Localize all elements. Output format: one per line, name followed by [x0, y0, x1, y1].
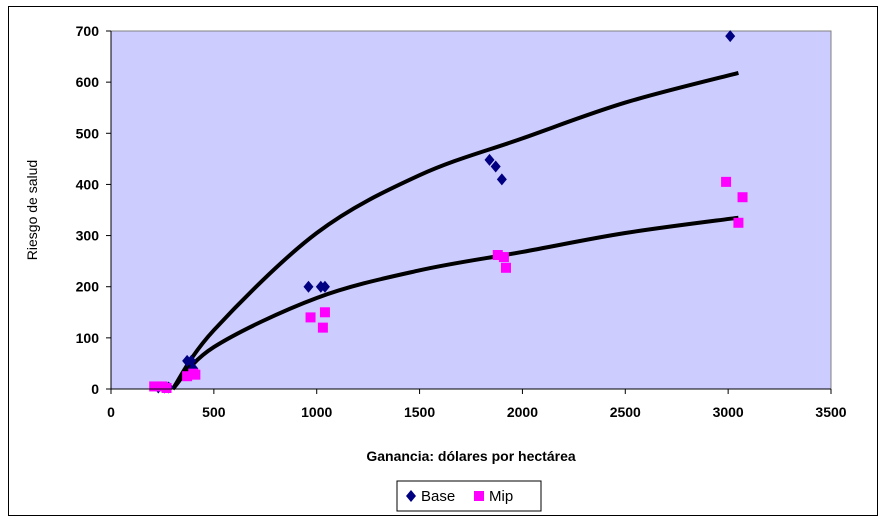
x-tick-label: 2500: [610, 404, 641, 420]
x-tick-label: 0: [107, 404, 115, 420]
tick-labels: 0 100 200 300 400 500 600 700 0 500 1000 1500 2000 25…: [76, 23, 847, 420]
y-tick-label: 100: [76, 330, 100, 346]
point-base: [303, 280, 314, 293]
x-tick-label: 500: [202, 404, 226, 420]
point-mip: [721, 176, 732, 187]
y-axis-title: Riesgo de salud: [24, 160, 40, 260]
y-tick-label: 300: [76, 228, 100, 244]
point-mip: [190, 369, 201, 380]
x-tick-label: 2000: [507, 404, 538, 420]
trend-line-base: [171, 71, 739, 391]
y-tick-label: 200: [76, 279, 100, 295]
point-base: [490, 160, 501, 173]
legend-box: [396, 480, 542, 512]
axes: [106, 30, 832, 394]
y-tick-label: 600: [76, 74, 100, 90]
x-tick-label: 1000: [301, 404, 332, 420]
x-axis-title: Ganancia: dólares por hectárea: [366, 448, 576, 464]
y-tick-label: 0: [91, 381, 99, 397]
legend-marker-mip: [474, 491, 484, 501]
x-tick-label: 3500: [815, 404, 846, 420]
point-base: [484, 153, 495, 166]
legend-label-base: Base: [421, 488, 455, 505]
point-mip: [319, 307, 330, 318]
point-mip: [498, 252, 509, 263]
legend-label-mip: Mip: [489, 488, 513, 505]
scatter-chart: 0 100 200 300 400 500 600 700 0 500 1000 1500 2000 25…: [24, 23, 847, 512]
y-tick-label: 700: [76, 23, 100, 39]
point-mip: [149, 381, 160, 392]
point-mip: [737, 192, 748, 203]
point-base: [319, 280, 330, 293]
legend: Base Mip: [396, 480, 542, 512]
trend-lines: [171, 71, 739, 391]
point-base: [496, 173, 507, 186]
point-mip: [492, 250, 503, 261]
point-mip: [305, 312, 316, 323]
point-mip: [317, 322, 328, 333]
point-mip: [500, 262, 511, 273]
chart-container: 0 100 200 300 400 500 600 700 0 500 1000 1500 2000 25…: [8, 6, 878, 516]
point-mip: [182, 371, 193, 382]
plot-area: [110, 30, 832, 390]
point-mip: [161, 382, 172, 393]
legend-marker-base: [406, 490, 416, 502]
point-mip: [733, 217, 744, 228]
y-tick-label: 400: [76, 176, 100, 192]
x-tick-label: 1500: [404, 404, 435, 420]
x-tick-label: 3000: [713, 404, 744, 420]
y-tick-label: 500: [76, 125, 100, 141]
trend-line-mip: [171, 215, 739, 391]
